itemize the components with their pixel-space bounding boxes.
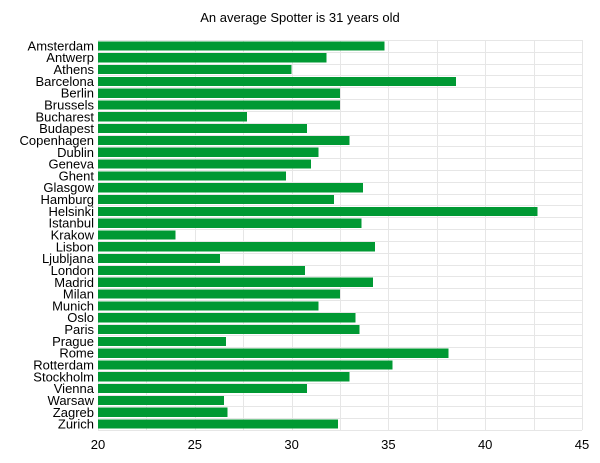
bar-istanbul [98,218,362,228]
category-label-ghent: Ghent [59,168,95,183]
category-label-krakow: Krakow [51,228,95,243]
bar-rotterdam [98,360,393,370]
category-label-milan: Milan [63,287,94,302]
category-label-amsterdam: Amsterdam [28,38,94,53]
bar-glasgow [98,183,364,193]
category-label-copenhagen: Copenhagen [20,133,94,148]
category-label-london: London [51,263,94,278]
bar-geneva [98,159,311,169]
category-label-ljubljana: Ljubljana [42,251,95,266]
x-tick-label: 25 [188,437,202,452]
category-label-helsinki: Helsinki [48,204,94,219]
category-label-glasgow: Glasgow [43,180,94,195]
x-tick-label: 40 [478,437,492,452]
bar-budapest [98,124,308,134]
category-label-budapest: Budapest [39,121,94,136]
category-label-hamburg: Hamburg [41,192,94,207]
bar-krakow [98,230,176,240]
bar-lisbon [98,242,375,252]
x-tick-label: 20 [91,437,105,452]
category-label-dublin: Dublin [57,145,94,160]
category-label-vienna: Vienna [54,381,95,396]
category-label-prague: Prague [52,334,94,349]
category-label-lisbon: Lisbon [56,239,94,254]
category-label-bucharest: Bucharest [35,109,94,124]
bar-helsinki [98,206,538,216]
bar-antwerp [98,53,327,63]
category-label-warsaw: Warsaw [48,393,95,408]
bar-stockholm [98,372,350,382]
bar-hamburg [98,194,335,205]
x-tick-labels: 20 25 30 35 40 45 [91,437,589,452]
bar-oslo [98,313,356,323]
category-label-istanbul: Istanbul [48,216,94,231]
bar-brussels [98,100,340,110]
chart-title: An average Spotter is 31 years old [200,10,399,25]
bar-athens [98,64,292,75]
category-label-paris: Paris [64,322,94,337]
category-label-madrid: Madrid [54,275,94,290]
bars [98,41,538,429]
x-tick-label: 30 [284,437,298,452]
category-label-barcelona: Barcelona [35,74,94,89]
bar-prague [98,336,226,346]
x-tick-label: 45 [575,437,589,452]
bar-bucharest [98,112,248,122]
bar-zagreb [98,407,228,417]
bar-rome [98,348,449,358]
category-label-munich: Munich [52,298,94,313]
bar-ghent [98,171,286,181]
category-label-geneva: Geneva [48,157,94,172]
bar-barcelona [98,76,457,86]
bar-paris [98,324,360,335]
bar-vienna [98,384,308,394]
bar-copenhagen [98,135,350,146]
bar-london [98,265,306,276]
category-label-stockholm: Stockholm [33,369,94,384]
x-tick-label: 35 [381,437,395,452]
bar-zurich [98,419,339,429]
category-label-rotterdam: Rotterdam [33,358,94,373]
category-label-berlin: Berlin [61,86,94,101]
category-label-oslo: Oslo [67,310,94,325]
category-label-rome: Rome [59,346,94,361]
category-labels: AmsterdamAntwerpAthensBarcelonaBerlinBru… [20,38,95,431]
grid-lines [98,40,583,431]
bar-milan [98,289,340,299]
bar-dublin [98,147,319,157]
category-label-zagreb: Zagreb [53,405,94,420]
category-label-athens: Athens [54,62,95,77]
bar-warsaw [98,395,224,406]
category-label-brussels: Brussels [44,98,94,113]
bar-berlin [98,88,340,98]
bar-ljubljana [98,254,220,264]
bar-amsterdam [98,41,385,51]
category-label-antwerp: Antwerp [46,50,94,65]
bar-madrid [98,277,373,287]
bar-munich [98,301,319,311]
category-label-zurich: Zurich [58,417,94,432]
